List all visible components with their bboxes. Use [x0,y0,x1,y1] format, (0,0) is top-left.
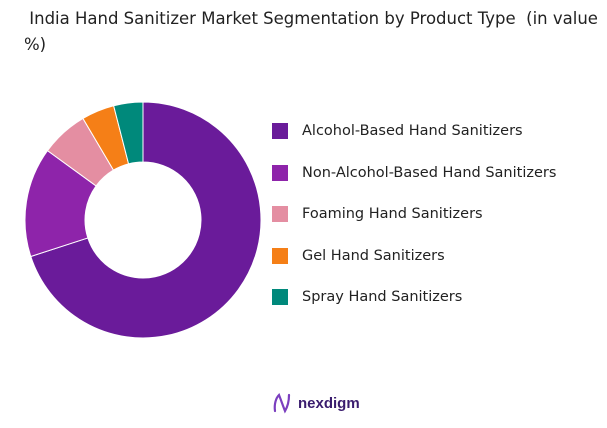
legend-swatch [272,123,288,139]
legend-label: Gel Hand Sanitizers [302,247,445,264]
brand-name: nexdigm [298,394,360,412]
legend-swatch [272,206,288,222]
legend-item: Non-Alcohol-Based Hand Sanitizers [272,164,556,182]
legend: Alcohol-Based Hand Sanitizers Non-Alcohol… [272,122,556,330]
legend-item: Gel Hand Sanitizers [272,247,556,265]
chart-title: India Hand Sanitizer Market Segmentation… [24,9,604,54]
slice-spray-hand-sanitizers [113,101,144,165]
nexdigm-logo-icon [273,393,291,414]
legend-item: Foaming Hand Sanitizers [272,205,556,223]
legend-item: Spray Hand Sanitizers [272,288,556,306]
legend-item: Alcohol-Based Hand Sanitizers [272,122,556,140]
legend-label: Non-Alcohol-Based Hand Sanitizers [302,164,557,181]
legend-label: Alcohol-Based Hand Sanitizers [302,123,523,139]
legend-swatch [272,289,288,305]
legend-label: Foaming Hand Sanitizers [302,206,483,222]
slice-alcohol-based-hand-sanitizers [30,101,262,339]
legend-swatch [272,164,288,181]
nexdigm-logo: nexdigm [272,392,360,414]
legend-label: Spray Hand Sanitizers [302,289,463,305]
legend-swatch [272,247,288,264]
